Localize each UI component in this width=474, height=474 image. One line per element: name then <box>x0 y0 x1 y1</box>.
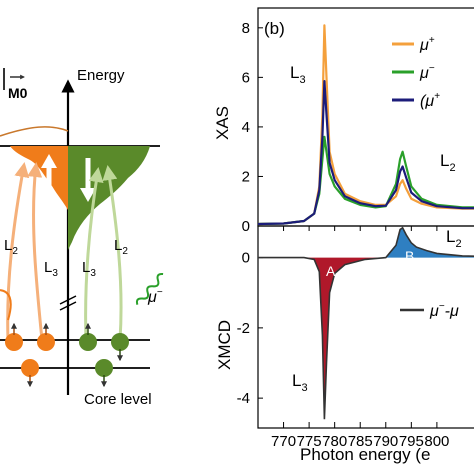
core-level-label: Core level <box>84 391 152 408</box>
xas-l3-annotation: L3 <box>290 63 306 86</box>
transition-arrow-green-2 <box>102 165 123 341</box>
xmcd-negative-area <box>258 257 474 420</box>
core-electrons-orange <box>5 322 55 388</box>
transition-arrow-green-1 <box>84 167 104 341</box>
magnetization-text: M⁠0 <box>8 85 28 101</box>
xas-series-2 <box>257 80 474 226</box>
magnetization-label: M⁠0 <box>3 68 28 101</box>
xmcd-legend: μ−-μ <box>400 301 459 320</box>
spin-down-arrow-icon <box>80 158 96 202</box>
x-tick-label: 770 <box>271 433 296 450</box>
xmcd-series-line <box>258 226 474 420</box>
xmcd-l2-annotation: L2 <box>446 227 462 250</box>
xas-y-tick-label: 0 <box>242 218 250 235</box>
x-tick-label: 780 <box>322 433 347 450</box>
xmcd-y-axis-label: XMCD <box>215 320 234 370</box>
x-axis-label: Photon energy (e <box>300 445 430 464</box>
axis-break-mark-1 <box>59 295 77 305</box>
energy-level-schematic: M⁠0 Energy L2 L3 L3 L2 <box>0 67 164 408</box>
photon-wave-icon <box>135 272 164 305</box>
xmcd-fills <box>258 227 474 420</box>
legend-text-mu-plus: μ+ <box>419 35 435 54</box>
spin-up-arrow-icon <box>41 154 57 200</box>
xas-series-1 <box>257 135 474 226</box>
xas-y-tick-label: 2 <box>242 168 250 185</box>
x-tick-label: 800 <box>424 433 449 450</box>
xas-y-ticks: 0 2 4 6 8 <box>242 20 263 235</box>
transition-arrow-orange-2 <box>27 162 44 341</box>
x-tick-label: 785 <box>348 433 373 450</box>
xas-series-0 <box>257 24 474 226</box>
xas-y-tick-label: 4 <box>242 119 250 136</box>
xas-series-lines <box>257 24 474 226</box>
photon-mu-minus-label: μ− <box>147 287 163 306</box>
energy-axis-label: Energy <box>77 67 125 84</box>
legend-text-xmcd: μ−-μ <box>429 301 459 320</box>
xas-legend: μ+ μ− (μ+ <box>392 35 440 110</box>
xmcd-y-tick-label: -2 <box>237 320 250 337</box>
panel-label: (b) <box>264 19 285 38</box>
x-tick-label: 795 <box>399 433 424 450</box>
spin-down-dos <box>68 146 150 250</box>
band-top-curve <box>0 126 69 137</box>
photon-squiggle-left <box>0 289 12 321</box>
peak-label-a: A <box>326 263 336 279</box>
legend-text-average: (μ+ <box>420 91 440 110</box>
xmcd-line-path <box>258 226 474 420</box>
xas-y-axis-label: XAS <box>213 106 232 140</box>
xmcd-y-tick-label: -4 <box>237 390 250 407</box>
x-tick-label: 790 <box>373 433 398 450</box>
xmcd-positive-area <box>258 227 474 258</box>
l2-right-label: L2 <box>114 237 128 257</box>
l3-left-label: L3 <box>44 259 58 279</box>
l2-left-label: L2 <box>4 237 18 257</box>
xmcd-frame <box>257 225 474 429</box>
axis-break-mark-2 <box>59 301 77 311</box>
xas-y-tick-label: 6 <box>242 69 250 86</box>
xmcd-y-ticks: 0 -2 -4 <box>237 250 263 407</box>
xas-panel: (b) XAS 0 2 4 6 8 L3 L2 μ+ μ− (μ+ <box>213 7 474 235</box>
xmcd-l3-annotation: L3 <box>292 371 308 394</box>
xmcd-panel: XMCD 0-2-4 770 775 780 785 790 795 800 A B L2 … <box>215 225 474 464</box>
xas-l2-annotation: L2 <box>440 151 456 174</box>
core-electrons-green <box>79 322 129 388</box>
xas-y-tick-label: 8 <box>242 20 250 37</box>
xmcd-y-tick-label: 0 <box>242 250 250 267</box>
legend-text-mu-minus: μ− <box>419 63 435 82</box>
l3-right-label: L3 <box>82 259 96 279</box>
xas-frame <box>257 7 474 227</box>
x-tick-label: 775 <box>297 433 322 450</box>
peak-label-b: B <box>405 248 414 264</box>
xmcd-x-ticks: 770 775 780 785 790 795 800 <box>271 226 449 450</box>
